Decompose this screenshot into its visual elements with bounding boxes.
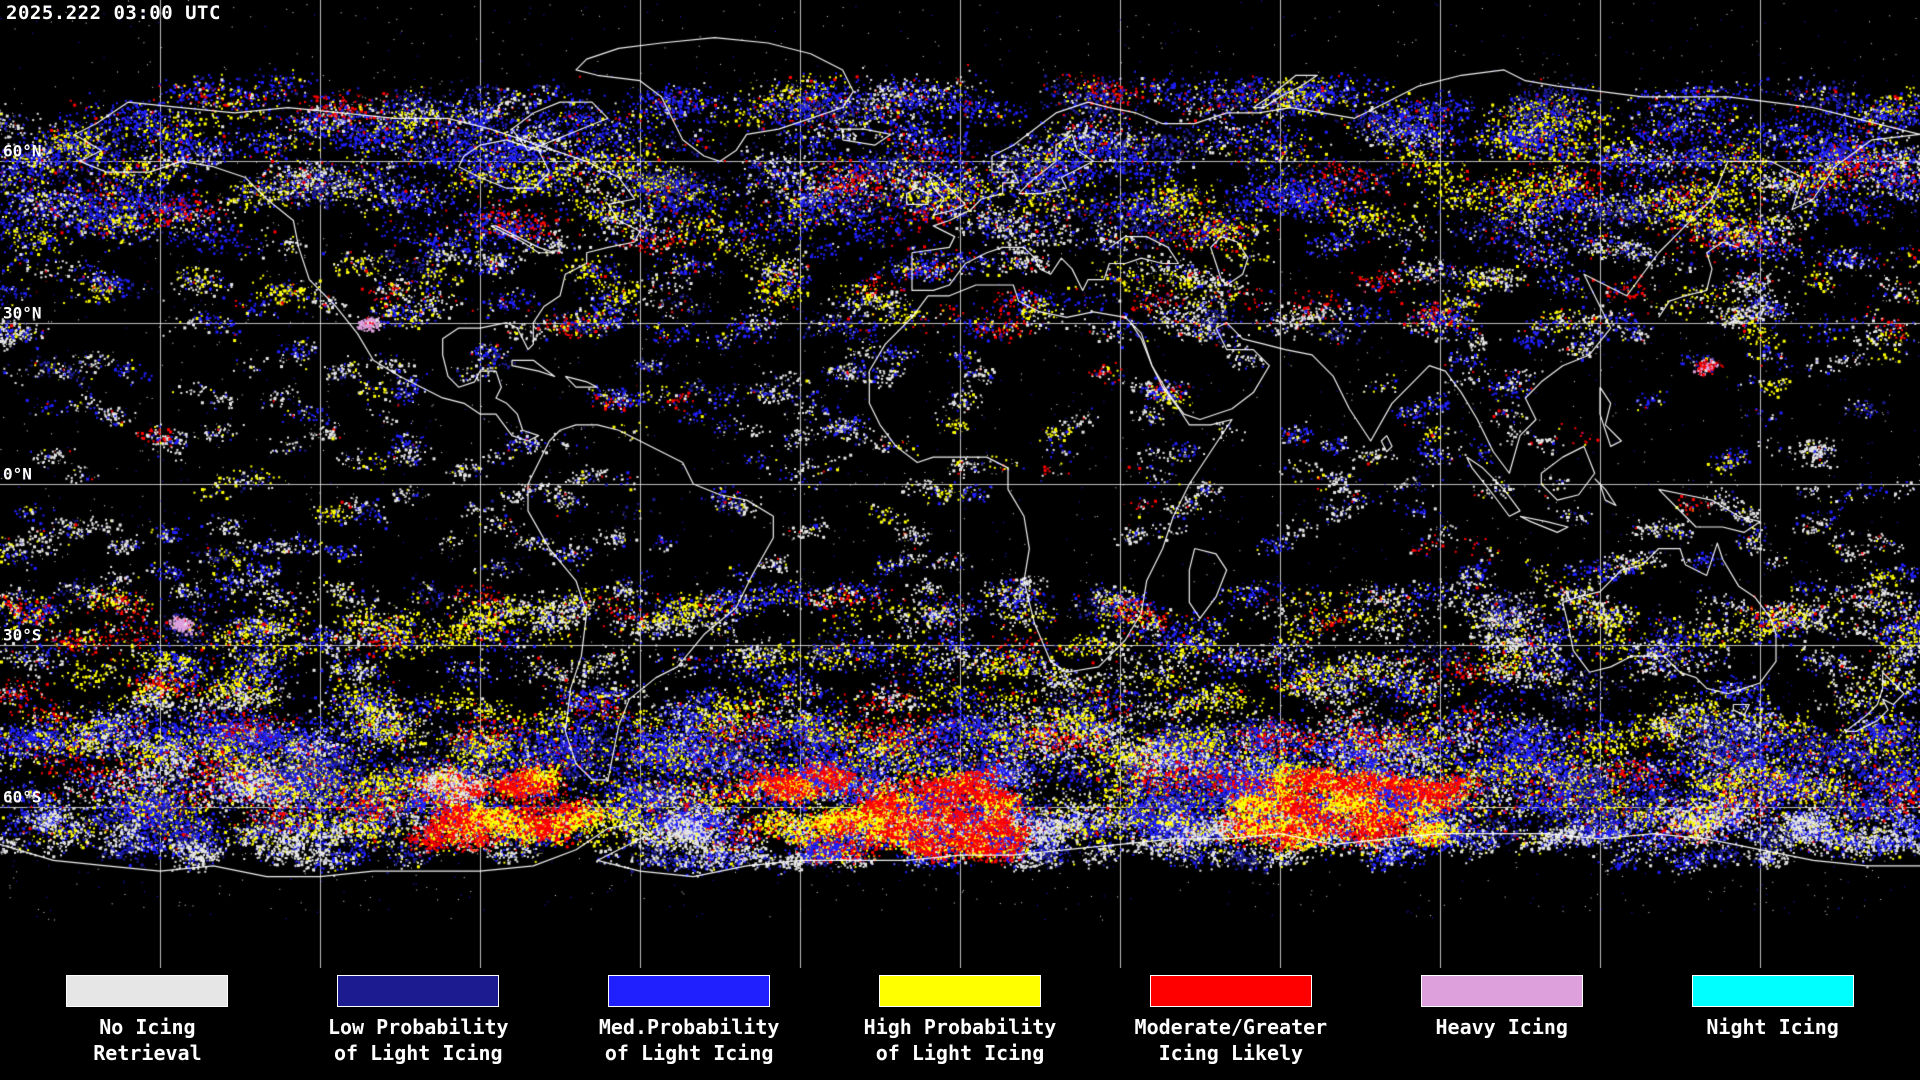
global-icing-map-canvas [0,0,1920,968]
legend-swatch-night [1691,975,1854,1007]
map-area: 2025.222 03:00 UTC 60°N 30°N 0°N 30°S 60°S [0,0,1920,968]
legend-label-no-icing-line1: No Icing [99,1015,196,1039]
timestamp-label: 2025.222 03:00 UTC [6,2,221,24]
legend-item-low-prob: Low Probability of Light Icing [283,975,554,1080]
legend-label-high-prob-line1: High Probability [863,1015,1057,1039]
legend-swatch-heavy [1420,975,1583,1007]
legend-swatch-med-prob [608,975,771,1007]
legend-swatch-high-prob [879,975,1041,1007]
lat-label-60s: 60°S [3,787,42,807]
legend-label-low-prob-line2: of Light Icing [334,1041,503,1065]
legend-bar: No Icing Retrieval Low Probability of Light… [0,968,1920,1080]
legend-item-mod-greater: Moderate/Greater Icing Likely [1095,975,1366,1080]
legend-item-high-prob: High Probability of Light Icing [825,975,1096,1080]
legend-swatch-mod-greater [1149,975,1312,1007]
legend-label-night-line1: Night Icing [1706,1015,1839,1039]
legend-item-heavy: Heavy Icing [1366,975,1637,1080]
legend-label-low-prob-line1: Low Probability [327,1015,509,1039]
legend-label-no-icing-line2: Retrieval [93,1041,202,1065]
lat-label-60n: 60°N [3,141,42,161]
legend-item-night: Night Icing [1637,975,1908,1080]
legend-label-med-prob-line2: of Light Icing [604,1041,774,1065]
legend-label-high-prob-line2: of Light Icing [875,1041,1045,1065]
legend-item-med-prob: Med.Probability of Light Icing [554,975,825,1080]
lat-label-30n: 30°N [3,303,42,323]
lat-label-30s: 30°S [3,625,42,645]
legend-label-heavy-line1: Heavy Icing [1435,1015,1568,1039]
legend-label-med-prob-line1: Med.Probability [598,1015,780,1039]
legend-label-mod-greater-line1: Moderate/Greater [1134,1015,1328,1039]
legend-label-mod-greater-line2: Icing Likely [1158,1041,1304,1065]
legend-item-no-icing: No Icing Retrieval [12,975,283,1080]
lat-label-0n: 0°N [3,464,32,484]
legend-swatch-no-icing [66,975,229,1007]
legend-swatch-low-prob [337,975,500,1007]
